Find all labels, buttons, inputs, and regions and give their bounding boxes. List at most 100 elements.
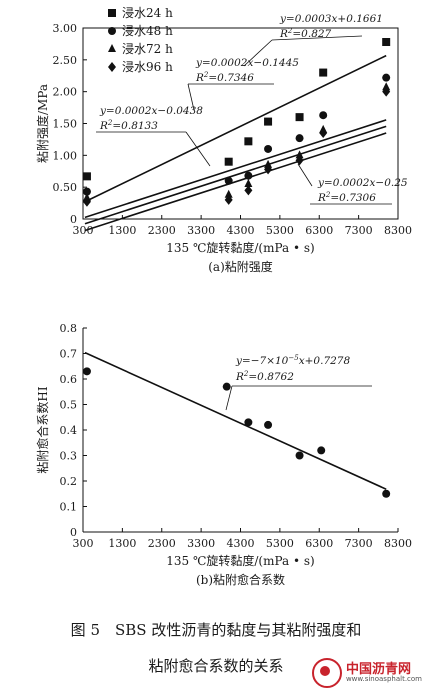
x-tick-label: 8300 (384, 537, 412, 550)
data-point-triangle (264, 159, 273, 168)
x-tick-label: 5300 (266, 537, 294, 550)
y-tick-label: 1.00 (53, 149, 78, 162)
fit-line (84, 119, 387, 219)
y-tick-label: 0.2 (60, 475, 78, 488)
data-point-diamond (82, 196, 91, 207)
annotation-leader (225, 385, 233, 411)
data-point-square (264, 117, 273, 126)
y-tick-label: 2.00 (53, 86, 78, 99)
y-tick-label: 0.1 (60, 501, 78, 514)
y-tick-label: 2.50 (53, 54, 78, 67)
figure-caption-line1: 图 5 SBS 改性沥青的黏度与其粘附强度和 (70, 621, 362, 639)
x-axis-label: 135 ℃旋转黏度/(mPa • s) (166, 553, 314, 568)
data-point-circle (264, 420, 273, 429)
x-tick-label: 4300 (227, 537, 255, 550)
y-tick-label: 3.00 (53, 22, 78, 35)
figure-caption: 图 5 SBS 改性沥青的黏度与其粘附强度和 粘附愈合系数的关系 (0, 612, 432, 684)
data-point-square (244, 137, 253, 146)
data-point-diamond (382, 86, 391, 97)
x-tick-label: 7300 (345, 224, 373, 237)
x-tick-label: 4300 (227, 224, 255, 237)
data-point-diamond (295, 155, 304, 166)
fit-equation: y=−7×10−5x+0.7278 (235, 354, 350, 367)
y-tick-label: 0.8 (60, 322, 78, 335)
fit-line (84, 125, 387, 225)
x-tick-label: 8300 (384, 224, 412, 237)
y-tick-label: 0.50 (53, 181, 78, 194)
x-tick-label: 2300 (148, 537, 176, 550)
y-tick-label: 0.6 (60, 373, 78, 386)
data-point-diamond (319, 128, 328, 139)
data-point-circle (295, 134, 304, 143)
annotation-leader (187, 83, 195, 111)
y-axis-label: 粘附强度/MPa (35, 84, 50, 163)
x-tick-label: 5300 (266, 224, 294, 237)
annotation-leader (185, 131, 211, 167)
data-point-circle (319, 111, 328, 120)
logo-icon (311, 658, 342, 688)
watermark-name: 中国沥青网 (345, 661, 411, 677)
data-point-circle (317, 446, 326, 455)
y-tick-label: 0.7 (60, 348, 78, 361)
data-point-triangle (382, 82, 391, 91)
y-tick-label: 0 (70, 213, 77, 226)
data-point-circle (382, 73, 391, 82)
legend-label: 浸水24 h (122, 6, 173, 20)
chart-healing-coefficient: 300 1300 2300 3300 4300 5300 6300 7300 8300 0 0.1 0… (35, 322, 412, 587)
x-tick-label: 3300 (187, 537, 215, 550)
data-point-circle (264, 144, 273, 153)
x-axis-label: 135 ℃旋转黏度/(mPa • s) (166, 240, 314, 255)
fit-line (84, 132, 387, 232)
data-point-square (319, 68, 328, 77)
data-point-square (295, 113, 304, 122)
chart-caption: (b)粘附愈合系数 (196, 572, 285, 587)
data-point-diamond (244, 185, 253, 196)
y-tick-label: 1.50 (53, 118, 78, 131)
fit-r-squared: R2=0.7306 (317, 191, 376, 204)
x-tick-label: 6300 (305, 537, 333, 550)
legend-marker-circle (108, 27, 116, 35)
y-tick-label: 0.3 (60, 450, 78, 463)
data-point-circle (224, 176, 233, 185)
y-tick-label: 0.4 (60, 424, 78, 437)
y-tick-label: 0 (70, 526, 77, 539)
legend-label: 浸水72 h (122, 42, 173, 56)
x-tick-label: 1300 (108, 537, 136, 550)
y-tick-label: 0.5 (60, 399, 78, 412)
data-point-circle (244, 418, 253, 427)
legend-label: 浸水96 h (122, 60, 173, 74)
data-point-triangle (244, 178, 253, 187)
legend-marker-diamond (108, 62, 116, 72)
data-point-circle (382, 489, 391, 498)
x-tick-label: 300 (73, 537, 94, 550)
data-point-circle (244, 171, 253, 180)
fit-equation: y=0.0002x−0.25 (317, 177, 408, 189)
data-point-square (382, 38, 391, 47)
fit-equation: y=0.0003x+0.1661 (279, 13, 383, 25)
x-tick-label: 6300 (305, 224, 333, 237)
x-tick-label: 7300 (345, 537, 373, 550)
annotation-leader (297, 163, 313, 187)
annotation-underline (271, 35, 363, 41)
legend-marker-triangle (108, 44, 116, 52)
fit-r-squared: R2=0.827 (279, 27, 332, 40)
data-point-square (82, 172, 91, 181)
x-tick-label: 3300 (187, 224, 215, 237)
fit-r-squared: R2=0.7346 (195, 71, 254, 84)
fit-r-squared: R2=0.8762 (235, 370, 294, 383)
y-axis-label: 粘附愈合系数HI (35, 386, 50, 473)
data-point-diamond (224, 194, 233, 205)
data-point-circle (222, 382, 231, 391)
watermark-logo: 中国沥青网 www.sinoasphalt.com (311, 658, 422, 688)
data-point-circle (82, 367, 91, 376)
fit-r-squared: R2=0.8133 (99, 119, 158, 132)
data-point-square (224, 157, 233, 166)
data-point-diamond (264, 164, 273, 175)
fit-equation: y=0.0002x−0.0438 (99, 105, 203, 117)
data-point-triangle (295, 150, 304, 159)
legend-marker-square (108, 9, 116, 17)
fit-line (84, 351, 387, 490)
legend-label: 浸水48 h (122, 24, 173, 38)
x-tick-label: 1300 (108, 224, 136, 237)
chart-caption: (a)粘附强度 (208, 259, 273, 274)
